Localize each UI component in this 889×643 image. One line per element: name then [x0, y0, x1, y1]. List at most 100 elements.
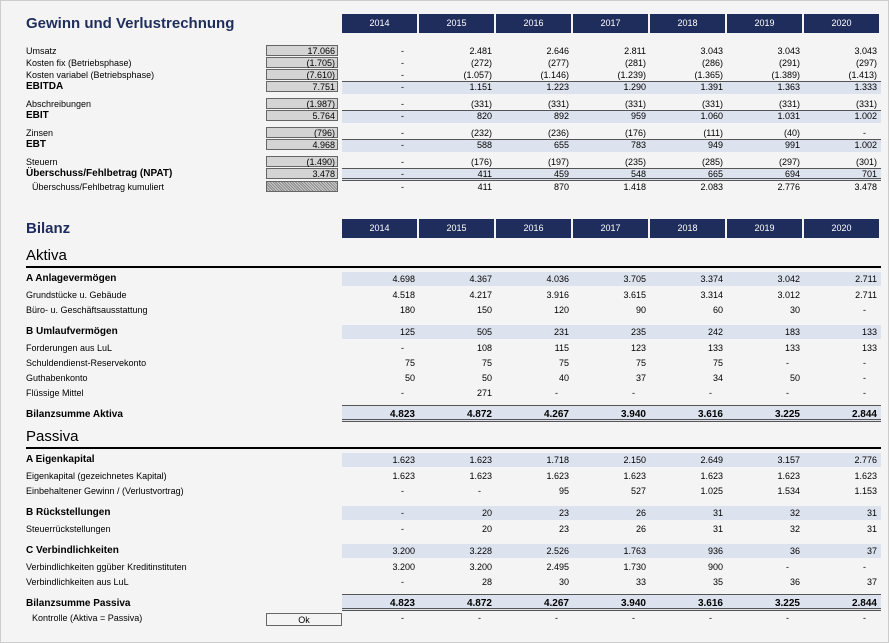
guv-total-cell[interactable]: 5.764: [266, 110, 338, 121]
guv-value-cell: (331): [624, 99, 646, 109]
aktiva-value-cell: 4.267: [543, 409, 569, 420]
passiva-value-cell: -: [786, 562, 789, 572]
aktiva-value-cell: 120: [553, 305, 569, 315]
guv-value-cell: (1.413): [848, 70, 877, 80]
passiva-value-cell: -: [632, 613, 635, 623]
aktiva-value-cell: -: [555, 388, 558, 398]
passiva-value-cell: 2.526: [546, 546, 569, 556]
year-header-2016: 2016: [496, 219, 571, 238]
guv-value-cell: 1.223: [546, 82, 569, 92]
passiva-value-cell: 20: [481, 508, 492, 518]
passiva-value-cell: 31: [712, 508, 723, 518]
aktiva-value-cell: 4.698: [392, 274, 415, 284]
passiva-row-label: Eigenkapital (gezeichnetes Kapital): [26, 471, 167, 481]
aktiva-value-cell: -: [863, 373, 866, 383]
guv-value-cell: 1.363: [777, 82, 800, 92]
guv-total-cell[interactable]: (7.610): [266, 69, 338, 80]
year-header-2015: 2015: [419, 14, 494, 33]
guv-value-cell: (236): [547, 128, 569, 138]
guv-value-cell: 1.002: [854, 140, 877, 150]
guv-value-cell: (1.057): [463, 70, 492, 80]
passiva-row-label: B Rückstellungen: [26, 507, 111, 518]
passiva-value-cell: -: [555, 613, 558, 623]
passiva-value-cell: 936: [707, 546, 723, 556]
aktiva-value-cell: 108: [476, 343, 492, 353]
guv-value-cell: (331): [470, 99, 492, 109]
kontrolle-check-cell[interactable]: Ok: [266, 613, 342, 626]
guv-total-cell[interactable]: 4.968: [266, 139, 338, 150]
guv-value-cell: (331): [778, 99, 800, 109]
passiva-value-cell: 1.153: [854, 486, 877, 496]
passiva-row-label: A Eigenkapital: [26, 454, 95, 465]
passiva-value-cell: 36: [789, 577, 800, 587]
guv-value-cell: (331): [701, 99, 723, 109]
guv-value-cell: 548: [630, 169, 646, 179]
passiva-value-cell: 31: [712, 524, 723, 534]
passiva-value-cell: 1.025: [700, 486, 723, 496]
passiva-value-cell: 3.940: [620, 598, 646, 609]
guv-value-cell: -: [401, 82, 404, 92]
passiva-value-cell: 4.872: [466, 598, 492, 609]
aktiva-value-cell: 3.042: [777, 274, 800, 284]
passiva-value-cell: 37: [866, 577, 877, 587]
guv-value-cell: (176): [470, 157, 492, 167]
aktiva-value-cell: 34: [712, 373, 723, 383]
aktiva-value-cell: 125: [399, 327, 415, 337]
passiva-value-cell: 2.150: [623, 455, 646, 465]
guv-value-cell: 3.043: [777, 46, 800, 56]
guv-value-cell: 783: [630, 140, 646, 150]
aktiva-value-cell: -: [401, 388, 404, 398]
guv-row-label: Umsatz: [26, 46, 57, 56]
guv-total-cell[interactable]: (1.705): [266, 57, 338, 68]
guv-total-cell[interactable]: 3.478: [266, 168, 338, 179]
passiva-value-cell: -: [401, 524, 404, 534]
year-header-2015: 2015: [419, 219, 494, 238]
guv-total-cell[interactable]: (1.490): [266, 156, 338, 167]
guv-value-cell: 3.478: [854, 182, 877, 192]
guv-value-cell: 694: [784, 169, 800, 179]
guv-value-cell: 3.043: [700, 46, 723, 56]
highlight-band: [342, 81, 881, 94]
guv-row-label: EBITDA: [26, 81, 64, 92]
year-header-2018: 2018: [650, 14, 725, 33]
guv-value-cell: -: [401, 157, 404, 167]
guv-value-cell: 459: [553, 169, 569, 179]
aktiva-value-cell: 60: [712, 305, 723, 315]
passiva-value-cell: -: [478, 486, 481, 496]
guv-value-cell: -: [401, 140, 404, 150]
guv-value-cell: (1.389): [771, 70, 800, 80]
aktiva-value-cell: 40: [558, 373, 569, 383]
guv-total-cell[interactable]: (796): [266, 127, 338, 138]
passiva-value-cell: 32: [789, 508, 800, 518]
passiva-value-cell: 35: [712, 577, 723, 587]
aktiva-value-cell: 180: [399, 305, 415, 315]
guv-value-cell: (1.146): [540, 70, 569, 80]
guv-total-cell[interactable]: [266, 181, 338, 192]
guv-row-label: Kosten variabel (Betriebsphase): [26, 70, 155, 80]
guv-total-cell[interactable]: 17.066: [266, 45, 338, 56]
passiva-row-label: Verbindlichkeiten ggüber Kreditinstitute…: [26, 562, 187, 572]
aktiva-value-cell: 30: [789, 305, 800, 315]
guv-value-cell: 1.151: [469, 82, 492, 92]
passiva-value-cell: 2.844: [851, 598, 877, 609]
aktiva-row-label: Guthabenkonto: [26, 373, 88, 383]
passiva-value-cell: 1.623: [700, 471, 723, 481]
guv-total-cell[interactable]: 7.751: [266, 81, 338, 92]
passiva-value-cell: 4.823: [389, 598, 415, 609]
passiva-value-cell: 28: [481, 577, 492, 587]
passiva-value-cell: 3.228: [469, 546, 492, 556]
aktiva-row-label: Flüssige Mittel: [26, 388, 84, 398]
aktiva-row-label: Grundstücke u. Gebäude: [26, 290, 127, 300]
highlight-band: [342, 110, 881, 123]
guv-value-cell: -: [863, 128, 866, 138]
passiva-value-cell: -: [401, 613, 404, 623]
passiva-value-cell: -: [401, 486, 404, 496]
aktiva-row-label: Schuldendienst-Reservekonto: [26, 358, 147, 368]
guv-value-cell: -: [401, 128, 404, 138]
guv-value-cell: 870: [553, 182, 569, 192]
guv-value-cell: 2.776: [777, 182, 800, 192]
aktiva-value-cell: 3.916: [546, 290, 569, 300]
guv-value-cell: (277): [547, 58, 569, 68]
guv-total-cell[interactable]: (1.987): [266, 98, 338, 109]
